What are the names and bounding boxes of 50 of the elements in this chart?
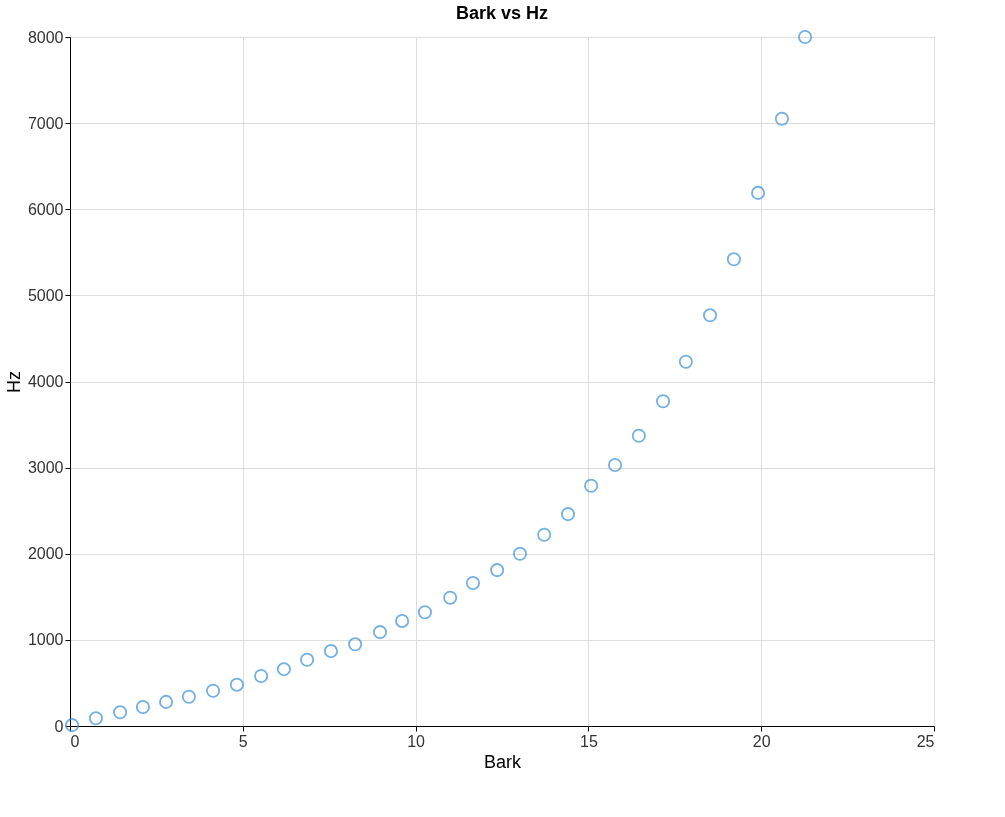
x-tick-label: 10 xyxy=(407,732,426,750)
point xyxy=(726,252,741,267)
point xyxy=(443,590,458,605)
point xyxy=(276,662,291,677)
y-tick-label: 8000 xyxy=(27,28,64,46)
x-tick-label: 15 xyxy=(580,732,598,750)
point xyxy=(656,394,671,409)
point xyxy=(323,644,338,659)
point xyxy=(395,613,410,628)
point xyxy=(229,677,244,692)
point xyxy=(798,29,813,45)
point xyxy=(631,428,646,443)
point xyxy=(607,458,623,473)
y-axis-title: Hz xyxy=(3,371,24,393)
point xyxy=(113,705,128,720)
point xyxy=(159,694,174,709)
y-tick-label: 2000 xyxy=(27,545,64,563)
x-tick-label: 0 xyxy=(70,732,80,750)
y-tick-label: 0 xyxy=(54,717,64,735)
point xyxy=(300,652,315,667)
point xyxy=(537,527,552,542)
x-tick-label: 25 xyxy=(916,732,935,750)
point xyxy=(465,576,480,591)
x-axis-title: Bark xyxy=(483,751,522,772)
point xyxy=(751,185,766,200)
y-tick-label: 5000 xyxy=(27,286,64,304)
point xyxy=(490,563,505,578)
point xyxy=(135,700,150,715)
point xyxy=(774,111,789,126)
point xyxy=(560,507,576,522)
point xyxy=(88,711,103,726)
y-tick-label: 7000 xyxy=(27,114,64,132)
point xyxy=(703,308,718,323)
point xyxy=(417,605,432,620)
point xyxy=(678,354,693,369)
x-tick-label: 5 xyxy=(238,732,248,750)
point xyxy=(181,689,196,704)
y-tick-label: 1000 xyxy=(27,631,64,649)
point xyxy=(512,546,527,561)
y-tick-label: 3000 xyxy=(27,459,64,477)
y-tick-label: 4000 xyxy=(27,373,64,390)
point xyxy=(254,669,269,684)
point xyxy=(372,625,388,640)
chart-title: Bark vs Hz xyxy=(455,3,549,24)
point xyxy=(65,718,80,733)
point xyxy=(584,478,599,493)
point xyxy=(348,637,363,652)
point xyxy=(206,683,221,698)
x-tick-label: 20 xyxy=(752,732,771,750)
y-tick-label: 6000 xyxy=(27,200,64,218)
